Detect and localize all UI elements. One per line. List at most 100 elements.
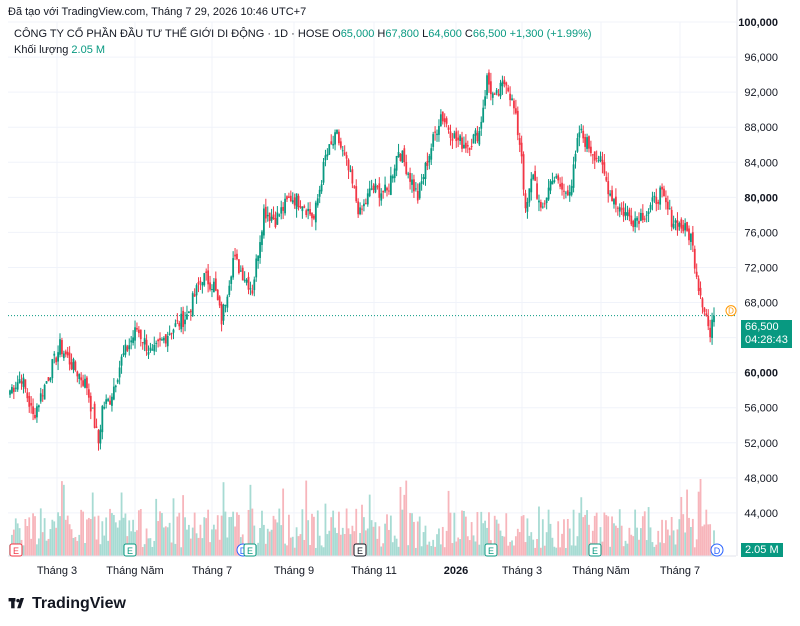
time-tick-label: Tháng Năm xyxy=(572,565,629,577)
candle-body xyxy=(699,287,702,296)
symbol-title[interactable]: CÔNG TY CỔ PHẦN ĐẦU TƯ THẾ GIỚI DI ĐỘNG … xyxy=(14,28,330,40)
volume-bar xyxy=(232,511,235,556)
candle-body xyxy=(643,218,646,220)
candle-body xyxy=(432,134,435,147)
candle-body xyxy=(693,248,696,269)
volume-bar xyxy=(101,521,104,556)
volume-bar xyxy=(616,527,619,556)
series-legend: CÔNG TY CỔ PHẦN ĐẦU TƯ THẾ GIỚI DI ĐỘNG … xyxy=(14,28,592,56)
volume-bar xyxy=(668,535,671,556)
price-tick-label: 76,000 xyxy=(744,227,778,239)
volume-bar xyxy=(28,517,31,556)
candle-body xyxy=(501,81,504,87)
candle-body xyxy=(214,278,217,291)
volume-bar xyxy=(528,535,531,556)
candle-body xyxy=(351,169,354,184)
candle-body xyxy=(553,180,556,183)
volume-bar xyxy=(288,514,290,556)
volume-bar xyxy=(561,533,563,556)
candle-body xyxy=(288,196,290,198)
volume-bar xyxy=(176,516,179,556)
volume-bar xyxy=(599,527,602,556)
candle-body xyxy=(263,208,265,236)
volume-bar xyxy=(580,497,583,556)
candle-body xyxy=(55,357,58,363)
volume-bar xyxy=(284,543,286,556)
price-tick-label: 80,000 xyxy=(744,192,778,204)
candle-body xyxy=(28,395,31,407)
candle-body xyxy=(64,351,67,355)
price-tick-label: 44,000 xyxy=(744,508,778,520)
volume-bar xyxy=(107,540,109,556)
candle-body xyxy=(513,100,515,109)
volume-bar xyxy=(59,516,61,556)
candle-body xyxy=(443,118,446,123)
volume-bar xyxy=(209,542,211,556)
volume-label[interactable]: Khối lượng xyxy=(14,44,69,56)
volume-bar xyxy=(532,539,535,556)
candle-body xyxy=(647,211,650,215)
volume-bar xyxy=(137,510,140,556)
volume-bar xyxy=(493,515,496,556)
volume-bar xyxy=(274,519,277,556)
volume-bar xyxy=(222,482,225,556)
volume-bar xyxy=(49,529,52,556)
candle-body xyxy=(695,271,698,277)
volume-bar xyxy=(653,546,656,556)
candle-body xyxy=(322,161,325,183)
candle-body xyxy=(509,93,512,101)
candle-body xyxy=(651,197,654,202)
candle-body xyxy=(449,131,452,138)
volume-bar xyxy=(330,517,333,556)
close-value: 66,500 xyxy=(472,28,507,40)
candle-body xyxy=(578,132,581,138)
candle-body xyxy=(78,374,81,380)
candle-body xyxy=(105,399,108,404)
candle-body xyxy=(355,186,358,202)
volume-bar xyxy=(259,528,261,556)
volume-bar xyxy=(45,540,48,556)
candle-body xyxy=(445,118,448,124)
candle-body xyxy=(557,175,560,181)
volume-bar xyxy=(155,498,158,556)
volume-bar xyxy=(338,511,340,556)
volume-bar xyxy=(693,547,696,556)
candle-body xyxy=(613,199,615,205)
volume-bar xyxy=(641,516,644,556)
volume-bar xyxy=(686,489,688,556)
volume-bar xyxy=(320,545,323,556)
candle-body xyxy=(291,200,294,203)
price-tick-label: 60,000 xyxy=(744,368,778,380)
volume-bar xyxy=(72,537,75,556)
candle-body xyxy=(543,203,546,205)
volume-bar xyxy=(543,545,546,556)
candle-body xyxy=(266,214,269,217)
volume-bar xyxy=(657,530,660,556)
candle-body xyxy=(611,190,613,202)
volume-bar xyxy=(353,531,356,556)
volume-bar xyxy=(559,547,562,556)
candle-body xyxy=(551,181,554,185)
volume-bar xyxy=(32,513,34,556)
volume-bar xyxy=(199,524,202,556)
volume-bar xyxy=(539,547,542,556)
candle-body xyxy=(301,206,304,212)
volume-bar xyxy=(586,510,588,556)
volume-bar xyxy=(541,519,544,556)
candle-body xyxy=(14,387,17,389)
candle-body xyxy=(359,207,361,215)
tradingview-logo[interactable]: TradingView xyxy=(8,595,126,613)
candle-body xyxy=(649,204,652,210)
volume-bar xyxy=(74,536,77,556)
candle-body xyxy=(143,338,146,345)
volume-bar xyxy=(207,509,210,556)
candle-body xyxy=(199,280,202,282)
candle-body xyxy=(486,75,488,96)
candle-body xyxy=(568,192,571,196)
candle-body xyxy=(503,79,506,85)
candle-body xyxy=(187,311,190,314)
candle-body xyxy=(401,150,404,163)
candle-body xyxy=(120,356,123,366)
candle-body xyxy=(595,157,598,159)
candle-body xyxy=(413,179,415,192)
